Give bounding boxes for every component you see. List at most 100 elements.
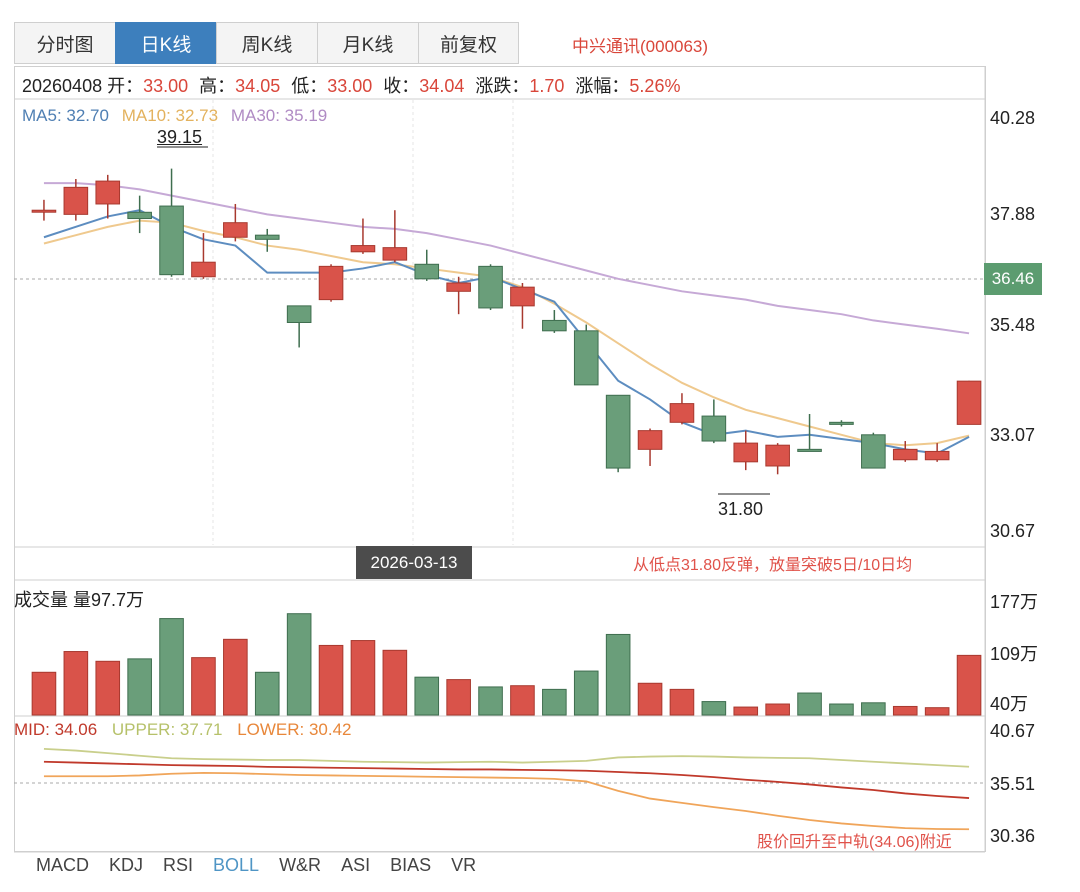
- tab-1[interactable]: 日K线: [115, 22, 216, 64]
- candle-body: [956, 380, 982, 425]
- volume-bar: [829, 703, 854, 716]
- volume-title: 成交量 量97.7万: [14, 590, 145, 610]
- ma5-line: [43, 209, 970, 455]
- candle-body: [414, 263, 440, 280]
- indicator-tab-bias[interactable]: BIAS: [390, 855, 432, 875]
- indicator-tab-vr[interactable]: VR: [451, 855, 477, 875]
- ma-legend: MA5: 32.70 MA10: 32.73 MA30: 35.19: [22, 106, 327, 126]
- stock-name: 中兴通讯(000063): [572, 37, 709, 56]
- boll-annotation: 股价回升至中轨(34.06)附近: [757, 834, 952, 851]
- indicator-tab-rsi[interactable]: RSI: [163, 855, 194, 875]
- volume-bar: [605, 633, 631, 716]
- boll-mid-legend: MID: 34.06: [14, 720, 98, 739]
- candle-body: [159, 205, 184, 276]
- candle-body: [446, 282, 471, 292]
- volume-bar: [892, 705, 918, 716]
- tab-0[interactable]: 分时图: [14, 22, 115, 64]
- volume-bar: [254, 671, 280, 716]
- crosshair-date-badge: 2026-03-13: [356, 546, 472, 579]
- volume-bar: [669, 688, 695, 716]
- candle-body: [95, 180, 121, 205]
- tab-2[interactable]: 周K线: [216, 22, 317, 64]
- info-date: 20260408: [22, 76, 103, 96]
- volume-bar: [510, 685, 535, 716]
- indicator-tab-macd[interactable]: MACD: [36, 855, 89, 875]
- volume-bar: [159, 618, 184, 716]
- ma10-legend: MA10: 32.73: [121, 106, 219, 125]
- volume-bar: [286, 613, 312, 716]
- volume-bar: [701, 701, 727, 716]
- candle-body: [127, 211, 152, 220]
- indicator-tab-boll[interactable]: BOLL: [213, 855, 260, 875]
- low-label: 低：: [291, 76, 328, 96]
- tab-3[interactable]: 月K线: [317, 22, 418, 64]
- candle-body: [669, 403, 695, 423]
- candle-body: [191, 261, 216, 278]
- main-annotation: 从低点31.80反弹，放量突破5日/10日均: [633, 557, 913, 574]
- low-marker: 31.80: [718, 499, 764, 519]
- volume-bar: [127, 658, 152, 716]
- candle-body: [63, 186, 89, 215]
- ma5-legend: MA5: 32.70: [22, 106, 109, 125]
- price-tick: 40.28: [990, 108, 1036, 128]
- candle-body: [382, 247, 408, 261]
- candle-body: [478, 265, 503, 309]
- indicator-tab-asi[interactable]: ASI: [341, 855, 371, 875]
- candle-body: [605, 394, 631, 469]
- candle-body: [350, 245, 376, 253]
- candle-body: [861, 434, 886, 469]
- candle-body: [573, 330, 599, 386]
- volume-bar: [797, 692, 822, 716]
- volume-bar: [542, 688, 567, 716]
- pct-label: 涨幅：: [575, 76, 630, 96]
- volume-bar: [637, 682, 663, 716]
- indicator-tab-wr[interactable]: W&R: [279, 855, 322, 875]
- open-value: 33.00: [143, 76, 189, 96]
- candle-body: [765, 444, 790, 467]
- candle-body: [829, 421, 854, 425]
- close-value: 34.04: [419, 76, 465, 96]
- boll-legend: MID: 34.06 UPPER: 37.71 LOWER: 30.42: [14, 720, 352, 740]
- volume-tick: 40万: [990, 694, 1029, 714]
- volume-bar: [223, 638, 248, 716]
- high-value: 34.05: [235, 76, 281, 96]
- volume-bar: [95, 660, 121, 716]
- candle-body: [637, 430, 663, 450]
- candle-body: [924, 450, 950, 461]
- volume-bar: [765, 703, 790, 716]
- change-label: 涨跌：: [475, 76, 530, 96]
- volume-bar: [31, 671, 57, 716]
- period-tabs: 分时图 日K线 周K线 月K线 前复权: [14, 22, 519, 64]
- boll-tick: 30.36: [990, 826, 1036, 846]
- candle-body: [510, 286, 535, 307]
- indicator-tab-kdj[interactable]: KDJ: [109, 855, 144, 875]
- candle-body: [542, 319, 567, 332]
- change-value: 1.70: [529, 76, 565, 96]
- candle-body: [797, 448, 822, 452]
- volume-bar: [733, 706, 759, 716]
- volume-bar: [382, 649, 408, 716]
- low-value: 33.00: [327, 76, 373, 96]
- close-label: 收：: [383, 76, 420, 96]
- current-price-badge: 36.46: [984, 263, 1042, 295]
- tab-4[interactable]: 前复权: [418, 22, 519, 64]
- pct-value: 5.26%: [629, 76, 681, 96]
- candle-body: [31, 209, 57, 213]
- candle-body: [733, 442, 759, 463]
- volume-bar: [861, 702, 886, 716]
- volume-bar: [350, 640, 376, 716]
- boll-upper-line: [43, 747, 970, 768]
- boll-lower-legend: LOWER: 30.42: [237, 720, 352, 739]
- candle-body: [892, 448, 918, 461]
- volume-bar: [414, 676, 440, 716]
- high-marker: 39.15: [157, 127, 203, 147]
- price-tick: 33.07: [990, 425, 1036, 445]
- candle-body: [701, 415, 727, 442]
- volume-bar: [318, 644, 344, 716]
- indicator-tabs: MACD KDJ RSI BOLL W&R ASI BIAS VR: [36, 855, 496, 876]
- boll-upper-legend: UPPER: 37.71: [111, 720, 223, 739]
- volume-bar: [191, 657, 216, 716]
- volume-bar: [63, 651, 89, 716]
- volume-bar: [956, 654, 982, 716]
